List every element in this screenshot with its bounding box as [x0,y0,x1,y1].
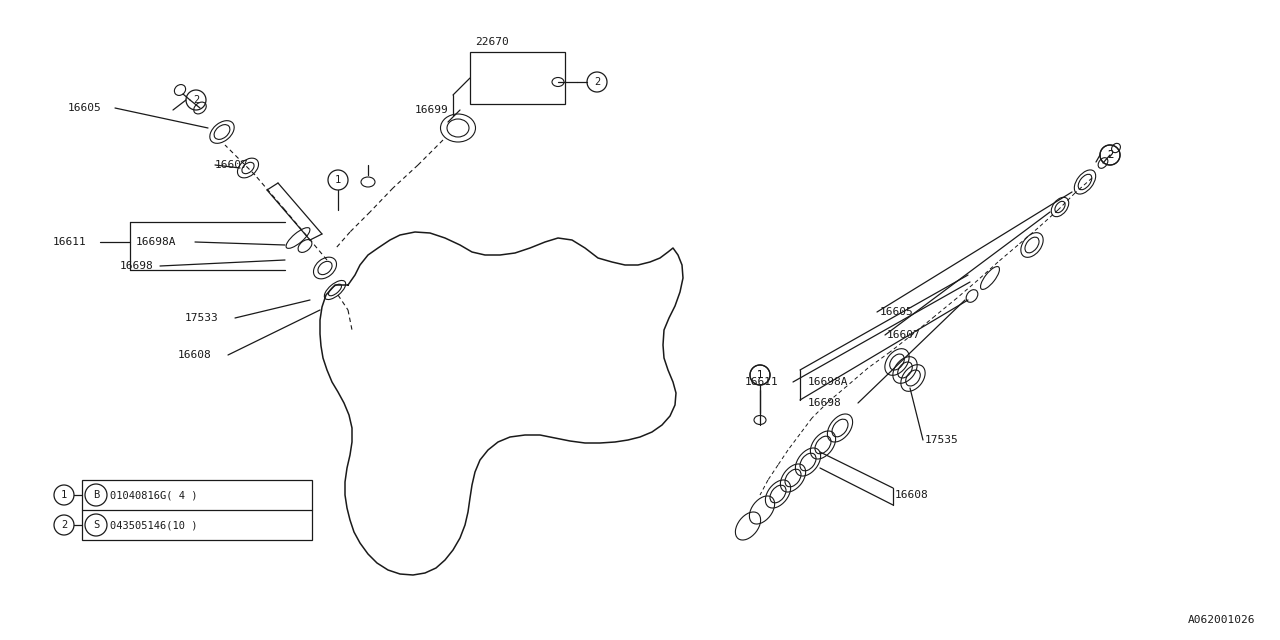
Text: 2: 2 [193,95,200,105]
Text: 1: 1 [756,370,763,380]
Text: 01040816G( 4 ): 01040816G( 4 ) [110,490,197,500]
Text: A062001026: A062001026 [1188,615,1254,625]
Text: 16605: 16605 [881,307,914,317]
Text: 2: 2 [1107,150,1114,160]
Text: S: S [93,520,99,530]
Text: 17533: 17533 [186,313,219,323]
Text: 22670: 22670 [475,37,508,47]
Text: 16605: 16605 [68,103,101,113]
Text: 16698A: 16698A [808,377,849,387]
Text: 16607: 16607 [215,160,248,170]
Text: 043505146(10 ): 043505146(10 ) [110,520,197,530]
Text: 1: 1 [756,370,763,380]
Text: 1: 1 [335,175,342,185]
Text: 16611: 16611 [745,377,778,387]
Bar [82,480,312,540]
Text: 16698A: 16698A [136,237,177,247]
Text: 16607: 16607 [887,330,920,340]
Text: 2: 2 [594,77,600,87]
Text: 16608: 16608 [178,350,211,360]
Bar [470,52,564,104]
Text: 1: 1 [61,490,67,500]
Text: 16698: 16698 [120,261,154,271]
Text: 16608: 16608 [895,490,929,500]
Text: 16699: 16699 [415,105,449,115]
Text: 2: 2 [61,520,67,530]
Text: 2: 2 [1107,150,1114,160]
Text: B: B [93,490,99,500]
Text: 16698: 16698 [808,398,842,408]
Text: 17535: 17535 [925,435,959,445]
Text: 16611: 16611 [52,237,87,247]
